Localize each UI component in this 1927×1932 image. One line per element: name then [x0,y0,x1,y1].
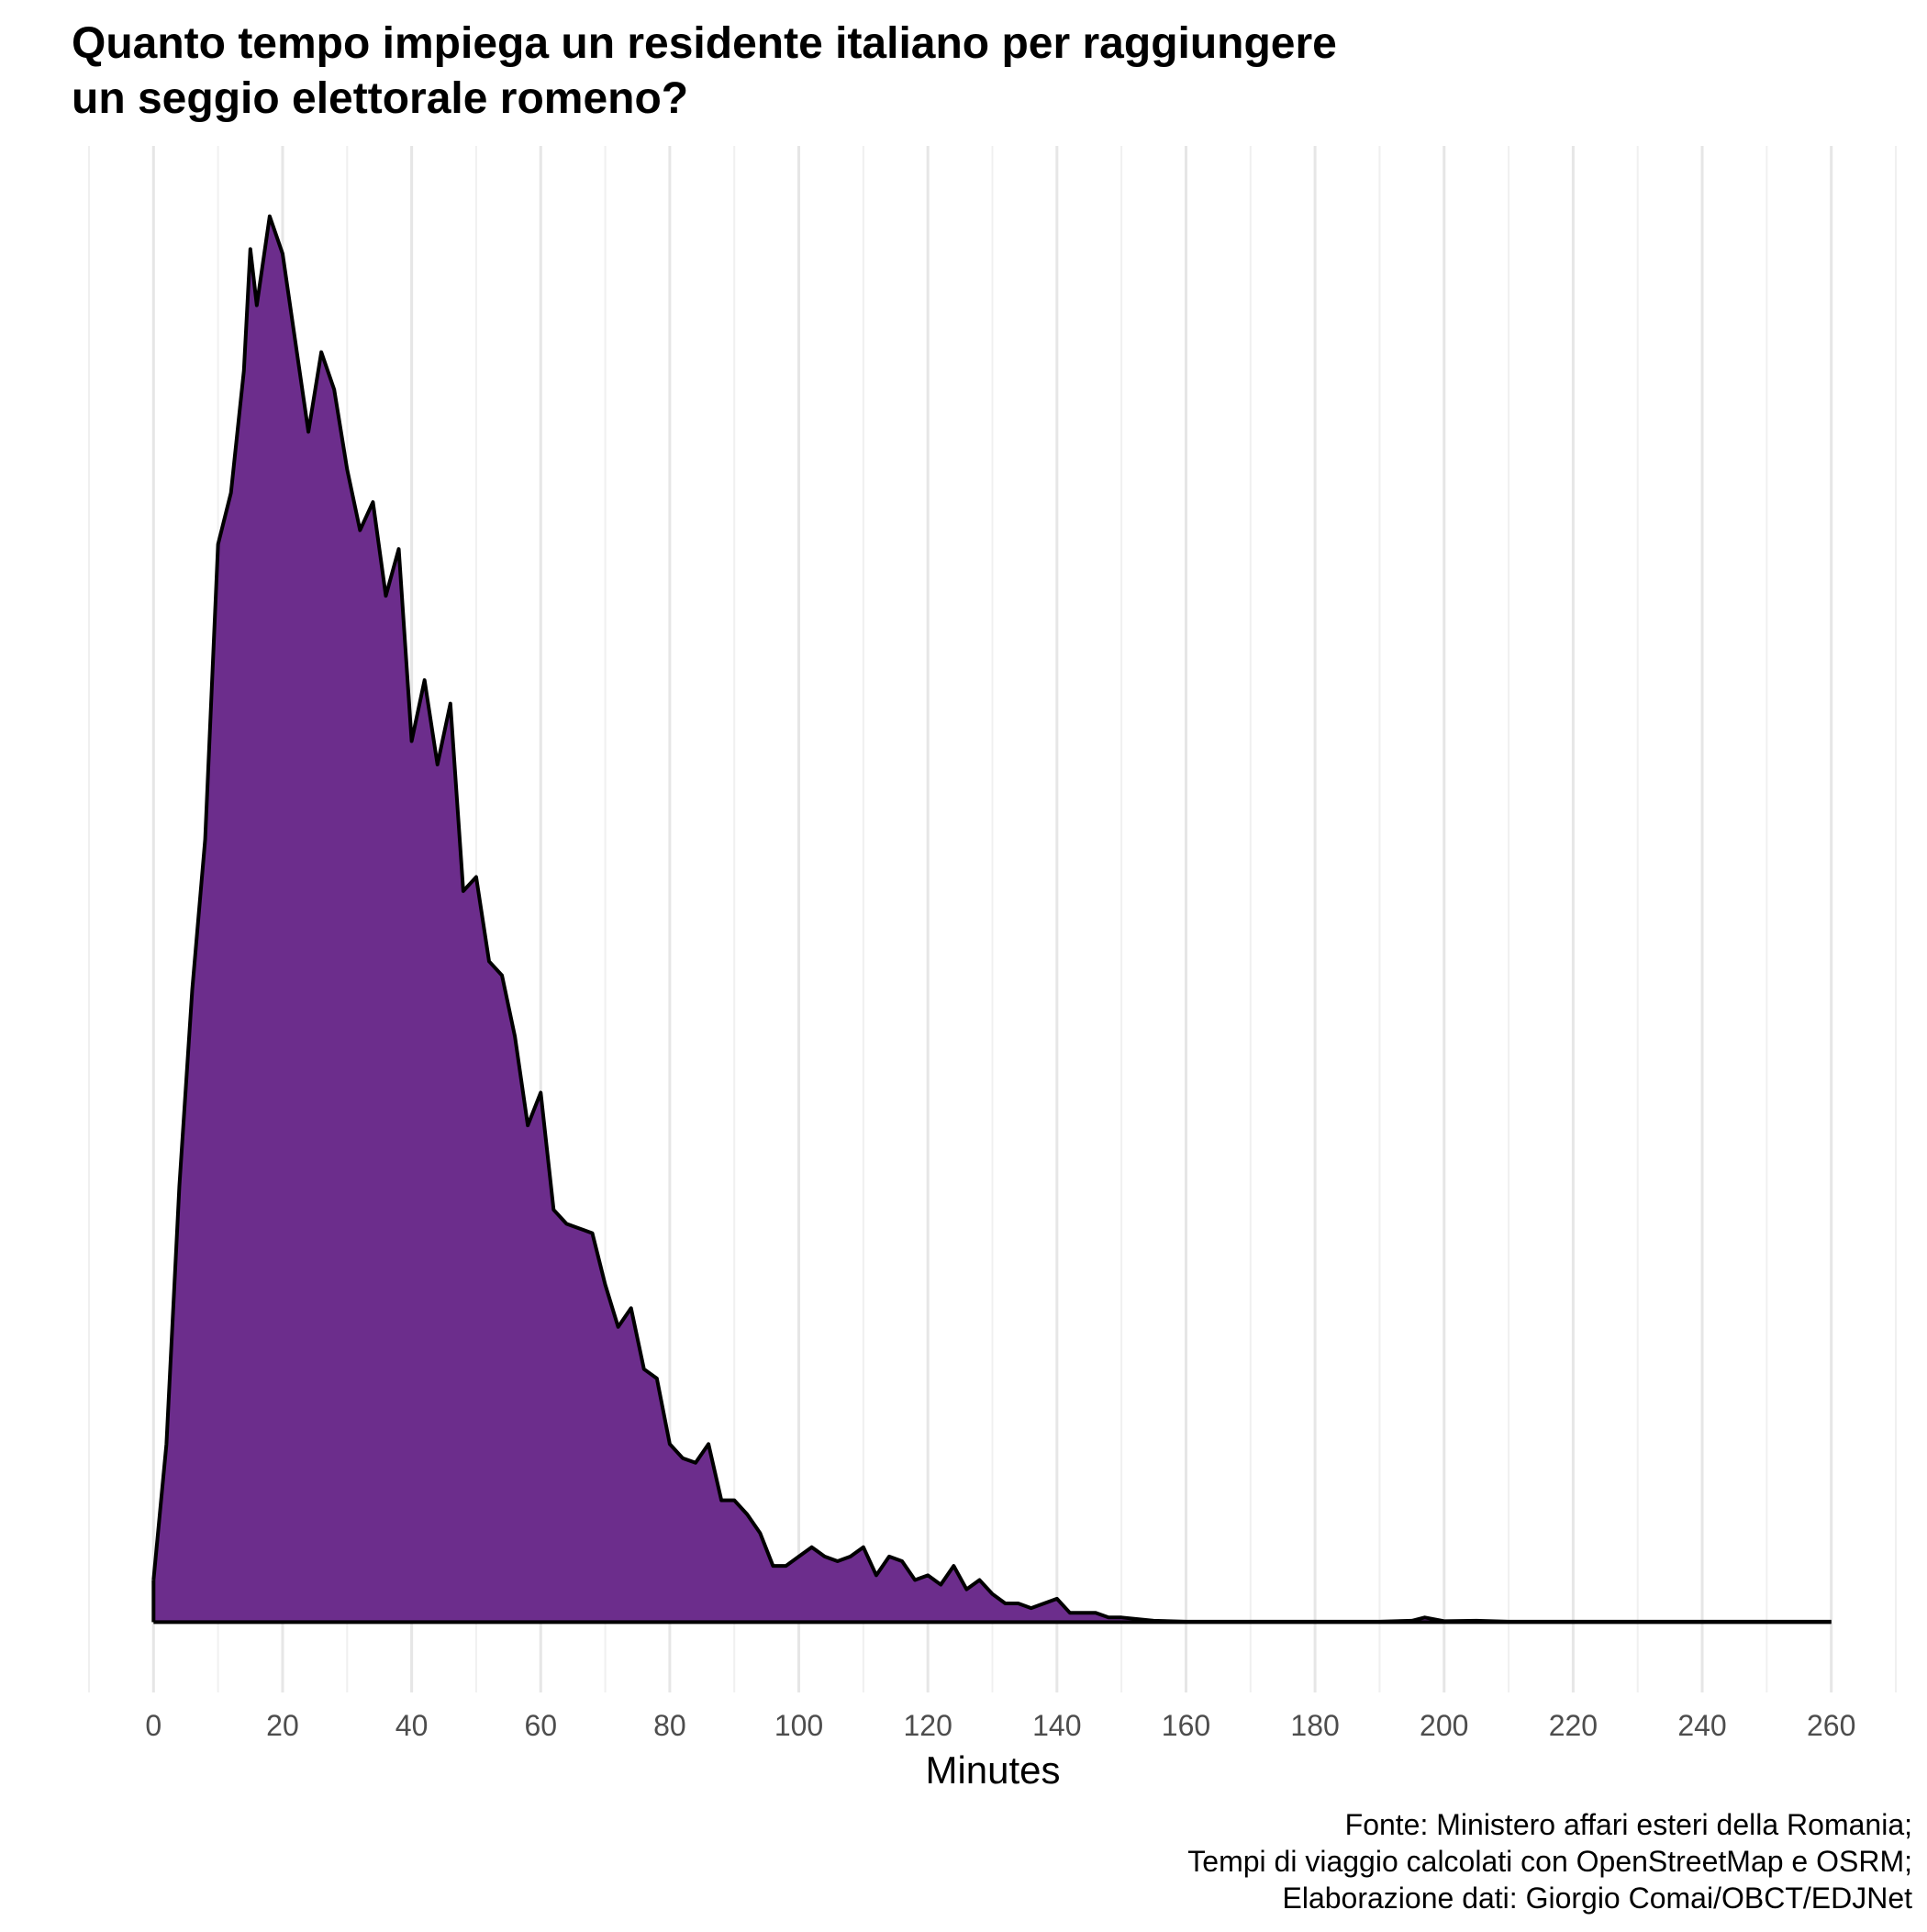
x-tick-label: 40 [395,1709,429,1742]
x-tick-label: 200 [1420,1709,1468,1742]
x-tick-label: 100 [774,1709,823,1742]
x-tick-label: 180 [1290,1709,1339,1742]
x-tick-label: 60 [524,1709,557,1742]
chart-title: un seggio elettorale romeno? [72,74,688,123]
density-line [151,214,1832,1624]
x-tick-label: 160 [1162,1709,1210,1742]
caption: Elaborazione dati: Giorgio Comai/OBCT/ED… [1283,1882,1913,1915]
caption: Tempi di viaggio calcolati con OpenStree… [1187,1845,1912,1878]
x-tick-label: 80 [653,1709,686,1742]
caption: Fonte: Ministero affari esteri della Rom… [1345,1808,1912,1841]
x-tick-label: 260 [1807,1709,1855,1742]
x-tick-label: 240 [1677,1709,1726,1742]
x-tick-label: 220 [1549,1709,1598,1742]
x-tick-label: 140 [1032,1709,1081,1742]
chart-title: Quanto tempo impiega un residente italia… [72,19,1337,68]
x-tick-label: 20 [266,1709,299,1742]
x-axis-title: Minutes [925,1748,1060,1792]
density-area [153,216,1832,1623]
x-tick-label: 120 [903,1709,952,1742]
x-tick-label: 0 [145,1709,162,1742]
